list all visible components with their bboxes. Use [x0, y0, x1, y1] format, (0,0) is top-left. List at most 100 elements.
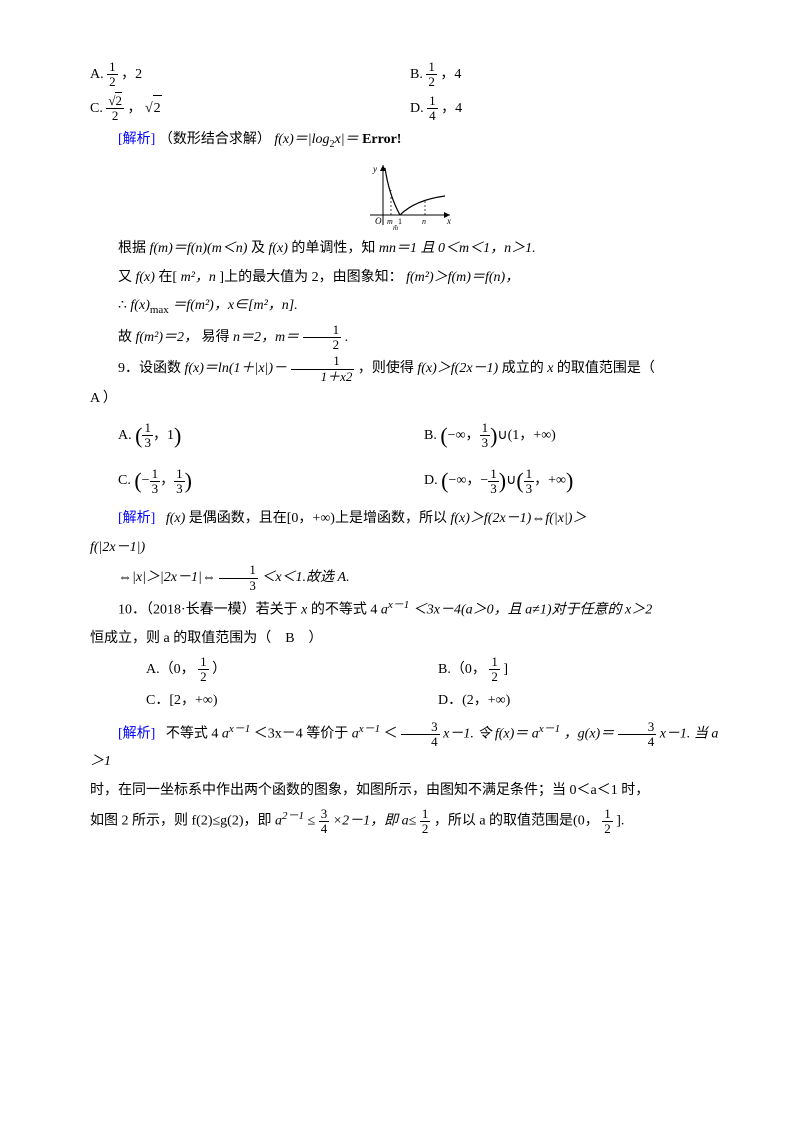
t: ，则使得	[358, 361, 418, 376]
t: f(x)	[130, 298, 149, 313]
t: f(x)	[268, 241, 287, 256]
frac: 13	[219, 563, 258, 593]
q10-option-c: C．[2，+∞)	[146, 688, 438, 715]
t: ⇔|x|＞|2x－1|⇔	[118, 570, 216, 585]
t: a	[222, 727, 229, 742]
opt-c-rest: ，	[127, 101, 141, 116]
q10-option-d: D．(2，+∞)	[438, 688, 730, 715]
q8-sol-line4: 故 f(m²)＝2， 易得 n＝2，m＝ 12 .	[90, 323, 730, 353]
t: a	[352, 727, 359, 742]
sup: x－1	[229, 723, 250, 735]
t: ＜3x－4(a＞0，且 a≠1)对于任意的 x＞2	[413, 603, 652, 618]
q8-option-b: B. 12 ，4	[410, 60, 730, 90]
sup: x－1	[539, 723, 560, 735]
frac: 13	[174, 467, 185, 497]
sup: 2－1	[282, 810, 304, 822]
t: A	[90, 391, 99, 406]
solution-label: [解析]	[118, 511, 155, 526]
q9-option-d: D. (−∞，−13)∪(13，+∞)	[424, 460, 730, 502]
frac: 13	[142, 421, 153, 451]
t: 的不等式 4	[311, 603, 378, 618]
t: 在[	[158, 270, 177, 285]
t: 及	[251, 241, 269, 256]
frac: 13	[480, 421, 491, 451]
t: f(m²)＝2，	[136, 330, 199, 345]
t: n＝2，m＝	[233, 330, 299, 345]
t: 又	[118, 270, 136, 285]
t: C．[2，+∞)	[146, 693, 218, 708]
frac: 13	[488, 467, 499, 497]
q10-sol-line2: 时，在同一坐标系中作出两个函数的图象，如图所示，由图知不满足条件；当 0＜a＜1…	[90, 778, 730, 805]
t: D.	[424, 474, 441, 489]
q8-option-a: A. 12 ，2	[90, 60, 410, 90]
frac: 12	[602, 807, 613, 837]
q8-options-cd: C. √22 ， √2 D. 14 ，4	[90, 94, 730, 124]
opt-b-label: B.	[410, 67, 423, 82]
t: ]上的最大值为 2，由图象知：	[219, 270, 402, 285]
q9-solution: [解析] f(x) 是偶函数，且在[0，+∞)上是增函数，所以 f(x)＞f(2…	[90, 506, 730, 533]
sol-intro: （数形结合求解）	[159, 132, 271, 147]
q10-options-ab: A.（0， 12 ） B.（0， 12 ]	[90, 655, 730, 685]
fx-end: x|＝	[335, 132, 359, 147]
t: ）	[103, 391, 117, 406]
t: m²，n	[181, 270, 216, 285]
t: mn＝1 且 0＜m＜1，n＞1.	[379, 241, 536, 256]
sqrt: 2	[153, 95, 162, 123]
q8-option-d: D. 14 ，4	[410, 94, 730, 124]
t: 是偶函数，且在[0，+∞)上是增函数，所以	[189, 511, 451, 526]
t: .	[345, 330, 349, 345]
q9-option-c: C. (−13，13)	[118, 460, 424, 502]
frac: 11＋x2	[291, 354, 355, 384]
opt-a-rest: ，2	[121, 67, 142, 82]
q10-stem2: 恒成立，则 a 的取值范围为（ B ）	[90, 626, 730, 653]
frac: 14	[427, 94, 438, 124]
q9-sol-line3: ⇔|x|＞|2x－1|⇔ 13 ＜x＜1.故选 A.	[90, 563, 730, 593]
svg-text:O: O	[375, 216, 382, 226]
svg-text:y: y	[372, 164, 377, 174]
t: ×2－1，即 a≤	[333, 814, 417, 829]
t: ，g(x)＝	[564, 727, 615, 742]
t: 成立的	[502, 361, 548, 376]
q9-options-cd: C. (−13，13) D. (−∞，−13)∪(13，+∞)	[90, 460, 730, 502]
t: f(x)＞f(2x－1)⇔f(|x|)＞	[450, 511, 586, 526]
q9-options-ab: A. (13，1) B. (−∞，13)∪(1，+∞)	[90, 415, 730, 457]
q9-sol-line2: f(|2x－1|)	[90, 535, 730, 562]
t: ）	[212, 662, 226, 677]
t: 9．设函数	[118, 361, 185, 376]
t: x－1. 令 f(x)＝	[443, 727, 528, 742]
t: ＜3x－4 等价于	[254, 727, 352, 742]
frac: 12	[198, 655, 209, 685]
solution-label: [解析]	[118, 727, 155, 742]
sub: max	[150, 304, 169, 316]
solution-label: [解析]	[118, 132, 155, 147]
t: A.（0，	[146, 662, 195, 677]
t: 根据	[118, 241, 150, 256]
q10-option-b: B.（0， 12 ]	[438, 655, 730, 685]
frac: √22	[106, 94, 124, 124]
t: B.（0，	[438, 662, 486, 677]
frac: 34	[401, 720, 440, 750]
t: f(x)＝ln(1＋|x|)－	[185, 361, 288, 376]
q9-stem: 9．设函数 f(x)＝ln(1＋|x|)－ 11＋x2 ，则使得 f(x)＞f(…	[90, 354, 730, 384]
frac: 12	[489, 655, 500, 685]
q10-sol-line3: 如图 2 所示，则 f(2)≤g(2)，即 a2－1 ≤ 34 ×2－1，即 a…	[90, 806, 730, 836]
t: a	[532, 727, 539, 742]
q10-stem: 10．（2018·长春一模）若关于 x 的不等式 4 ax－1 ＜3x－4(a＞…	[90, 595, 730, 624]
t: A.	[118, 428, 135, 443]
t: f(x)	[166, 511, 185, 526]
t: x	[301, 603, 307, 618]
t: C.	[118, 474, 134, 489]
t: f(x)＞f(2x－1)	[417, 361, 498, 376]
t: ＜x＜1.故选 A.	[261, 570, 349, 585]
frac: 12	[107, 60, 118, 90]
t: a	[275, 814, 282, 829]
svg-text:m̄: m̄	[393, 224, 398, 230]
frac: 12	[426, 60, 437, 90]
frac: 13	[524, 467, 535, 497]
t: 10．（2018·长春一模）若关于	[118, 603, 301, 618]
q10-option-a: A.（0， 12 ）	[146, 655, 438, 685]
frac: 12	[420, 807, 431, 837]
q8-sol-line3: ∴ f(x)max ＝f(m²)，x∈[m²，n].	[90, 293, 730, 321]
frac: 12	[303, 323, 342, 353]
frac: 13	[150, 467, 161, 497]
